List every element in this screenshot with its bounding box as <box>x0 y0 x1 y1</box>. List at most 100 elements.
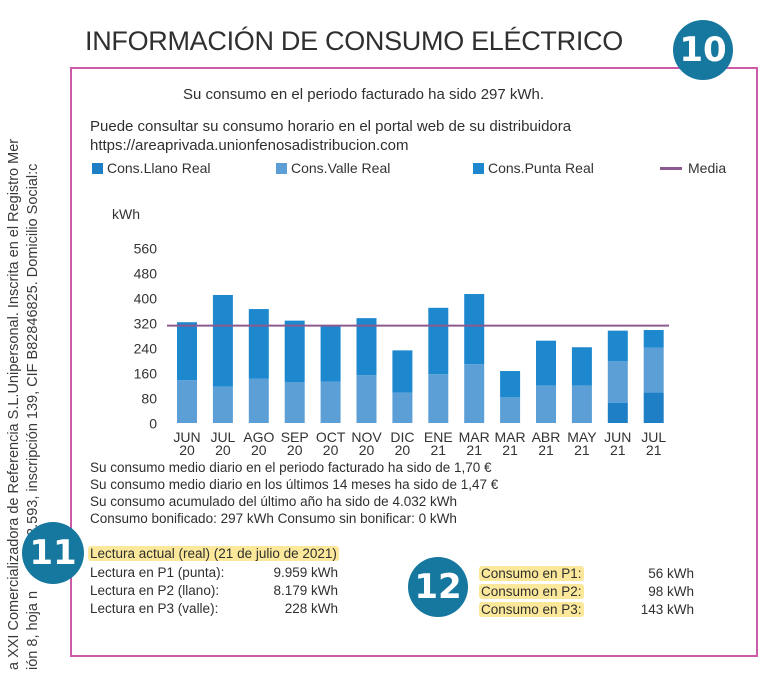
legend-media: Media <box>660 160 726 176</box>
badge-11: 11 <box>22 522 84 584</box>
consumption-frame <box>70 67 758 657</box>
x-tick-label-year: 21 <box>502 442 518 458</box>
bar-segment-valle <box>356 375 377 423</box>
reading-heading: Lectura actual (real) (21 de julio de 20… <box>88 546 339 561</box>
y-tick-label: 240 <box>134 341 158 357</box>
reading-heading-text: Lectura actual (real) (21 de julio de 20… <box>88 546 339 561</box>
x-tick-label-month: ABR <box>532 429 561 445</box>
portal-url-link[interactable]: https://areaprivada.unionfenosadistribuc… <box>90 137 409 154</box>
x-tick-label-month: MAY <box>567 429 597 445</box>
legend-label-llano: Cons.Llano Real <box>107 160 211 176</box>
consumption-row-p2-label: Consumo en P2: <box>479 584 584 599</box>
consumption-row-p1-value: 56 kWh <box>648 566 694 581</box>
x-tick-label-year: 21 <box>646 442 662 458</box>
bar-segment-punta <box>464 294 485 365</box>
bar-segment-llano <box>607 402 628 423</box>
legend-llano: Cons.Llano Real <box>92 160 211 176</box>
badge-12: 12 <box>408 557 468 617</box>
bar-segment-punta <box>248 309 269 379</box>
legend-swatch-valle <box>276 162 287 174</box>
bar-segment-punta <box>571 347 592 386</box>
legend-punta: Cons.Punta Real <box>473 160 594 176</box>
legend-label-valle: Cons.Valle Real <box>291 160 391 176</box>
x-tick-label-month: JUL <box>641 429 666 445</box>
consumption-row-p2-value: 98 kWh <box>648 584 694 599</box>
x-tick-label-year: 21 <box>538 442 554 458</box>
badge-10: 10 <box>673 20 733 80</box>
legend-swatch-punta <box>473 162 484 174</box>
consumption-row-p1-label: Consumo en P1: <box>479 566 584 581</box>
x-tick-label-month: MAR <box>495 429 526 445</box>
stat-daily-period: Su consumo medio diario en el periodo fa… <box>90 460 492 475</box>
legend-label-punta: Cons.Punta Real <box>488 160 594 176</box>
bar-segment-punta <box>356 318 377 376</box>
x-tick-label-year: 20 <box>179 442 195 458</box>
x-tick-label-month: SEP <box>281 429 309 445</box>
x-tick-label-year: 21 <box>431 442 447 458</box>
bar-segment-valle <box>571 385 592 423</box>
reading-row-p3-value: 228 kWh <box>284 601 338 616</box>
bar-segment-valle <box>643 347 664 393</box>
bar-segment-valle <box>177 380 197 423</box>
y-axis-unit-label: kWh <box>112 206 140 222</box>
legend-line-media <box>660 166 682 170</box>
x-tick-label-month: ENE <box>424 429 453 445</box>
reading-row-p2-value: 8.179 kWh <box>273 583 338 598</box>
bar-segment-punta <box>643 330 664 348</box>
x-tick-label-year: 21 <box>574 442 590 458</box>
bar-segment-punta <box>177 322 197 381</box>
bar-segment-punta <box>607 330 628 362</box>
y-tick-label: 400 <box>134 290 158 306</box>
bar-segment-valle <box>536 385 556 423</box>
y-tick-label: 480 <box>134 265 158 281</box>
y-tick-label: 320 <box>134 316 158 332</box>
x-tick-label-year: 20 <box>287 442 303 458</box>
x-tick-label-year: 20 <box>323 442 339 458</box>
stat-annual-cumulative: Su consumo acumulado del último año ha s… <box>90 494 457 509</box>
x-tick-label-month: DIC <box>390 429 414 445</box>
consumption-p1-label-text: Consumo en P1: <box>479 566 584 581</box>
bar-segment-punta <box>392 350 413 393</box>
x-tick-label-year: 20 <box>395 442 411 458</box>
x-tick-label-month: MAR <box>459 429 490 445</box>
bar-segment-punta <box>284 320 305 382</box>
bar-segment-valle <box>392 392 413 423</box>
period-consumption-text: Su consumo en el periodo facturado ha si… <box>183 86 545 103</box>
bar-segment-punta <box>536 340 556 386</box>
x-tick-label-month: NOV <box>351 429 382 445</box>
bar-segment-valle <box>464 364 485 423</box>
portal-text: Puede consultar su consumo horario en el… <box>90 118 572 135</box>
stat-bonified: Consumo bonificado: 297 kWh Consumo sin … <box>90 511 457 526</box>
reading-row-p2-label: Lectura en P2 (llano): <box>90 583 220 598</box>
x-tick-label-month: JUN <box>604 429 631 445</box>
consumption-p3-label-text: Consumo en P3: <box>479 602 584 617</box>
consumption-row-p3-label: Consumo en P3: <box>479 602 584 617</box>
bar-segment-valle <box>248 378 269 423</box>
bar-segment-punta <box>500 371 521 398</box>
x-tick-label-year: 21 <box>610 442 626 458</box>
bar-segment-punta <box>212 294 233 387</box>
y-tick-label: 0 <box>149 416 157 432</box>
bar-segment-punta <box>428 307 449 375</box>
bar-segment-punta <box>320 326 341 382</box>
bar-segment-llano <box>643 392 664 423</box>
x-tick-label-month: OCT <box>316 429 346 445</box>
stat-daily-14-months: Su consumo medio diario en los últimos 1… <box>90 477 499 492</box>
bar-segment-valle <box>607 361 628 403</box>
x-tick-label-month: JUL <box>210 429 235 445</box>
reading-row-p1-label: Lectura en P1 (punta): <box>90 565 225 580</box>
x-tick-label-year: 21 <box>466 442 482 458</box>
y-tick-label: 560 <box>134 240 158 256</box>
x-tick-label-month: JUN <box>173 429 200 445</box>
bar-segment-valle <box>212 386 233 423</box>
x-tick-label-year: 20 <box>215 442 231 458</box>
consumption-p2-label-text: Consumo en P2: <box>479 584 584 599</box>
x-tick-label-year: 20 <box>251 442 267 458</box>
bar-segment-valle <box>320 381 341 423</box>
x-tick-label-month: AGO <box>243 429 274 445</box>
legend-swatch-llano <box>92 162 103 174</box>
page-title: INFORMACIÓN DE CONSUMO ELÉCTRICO <box>85 26 623 56</box>
y-tick-label: 160 <box>134 366 158 382</box>
y-tick-label: 80 <box>141 391 157 407</box>
